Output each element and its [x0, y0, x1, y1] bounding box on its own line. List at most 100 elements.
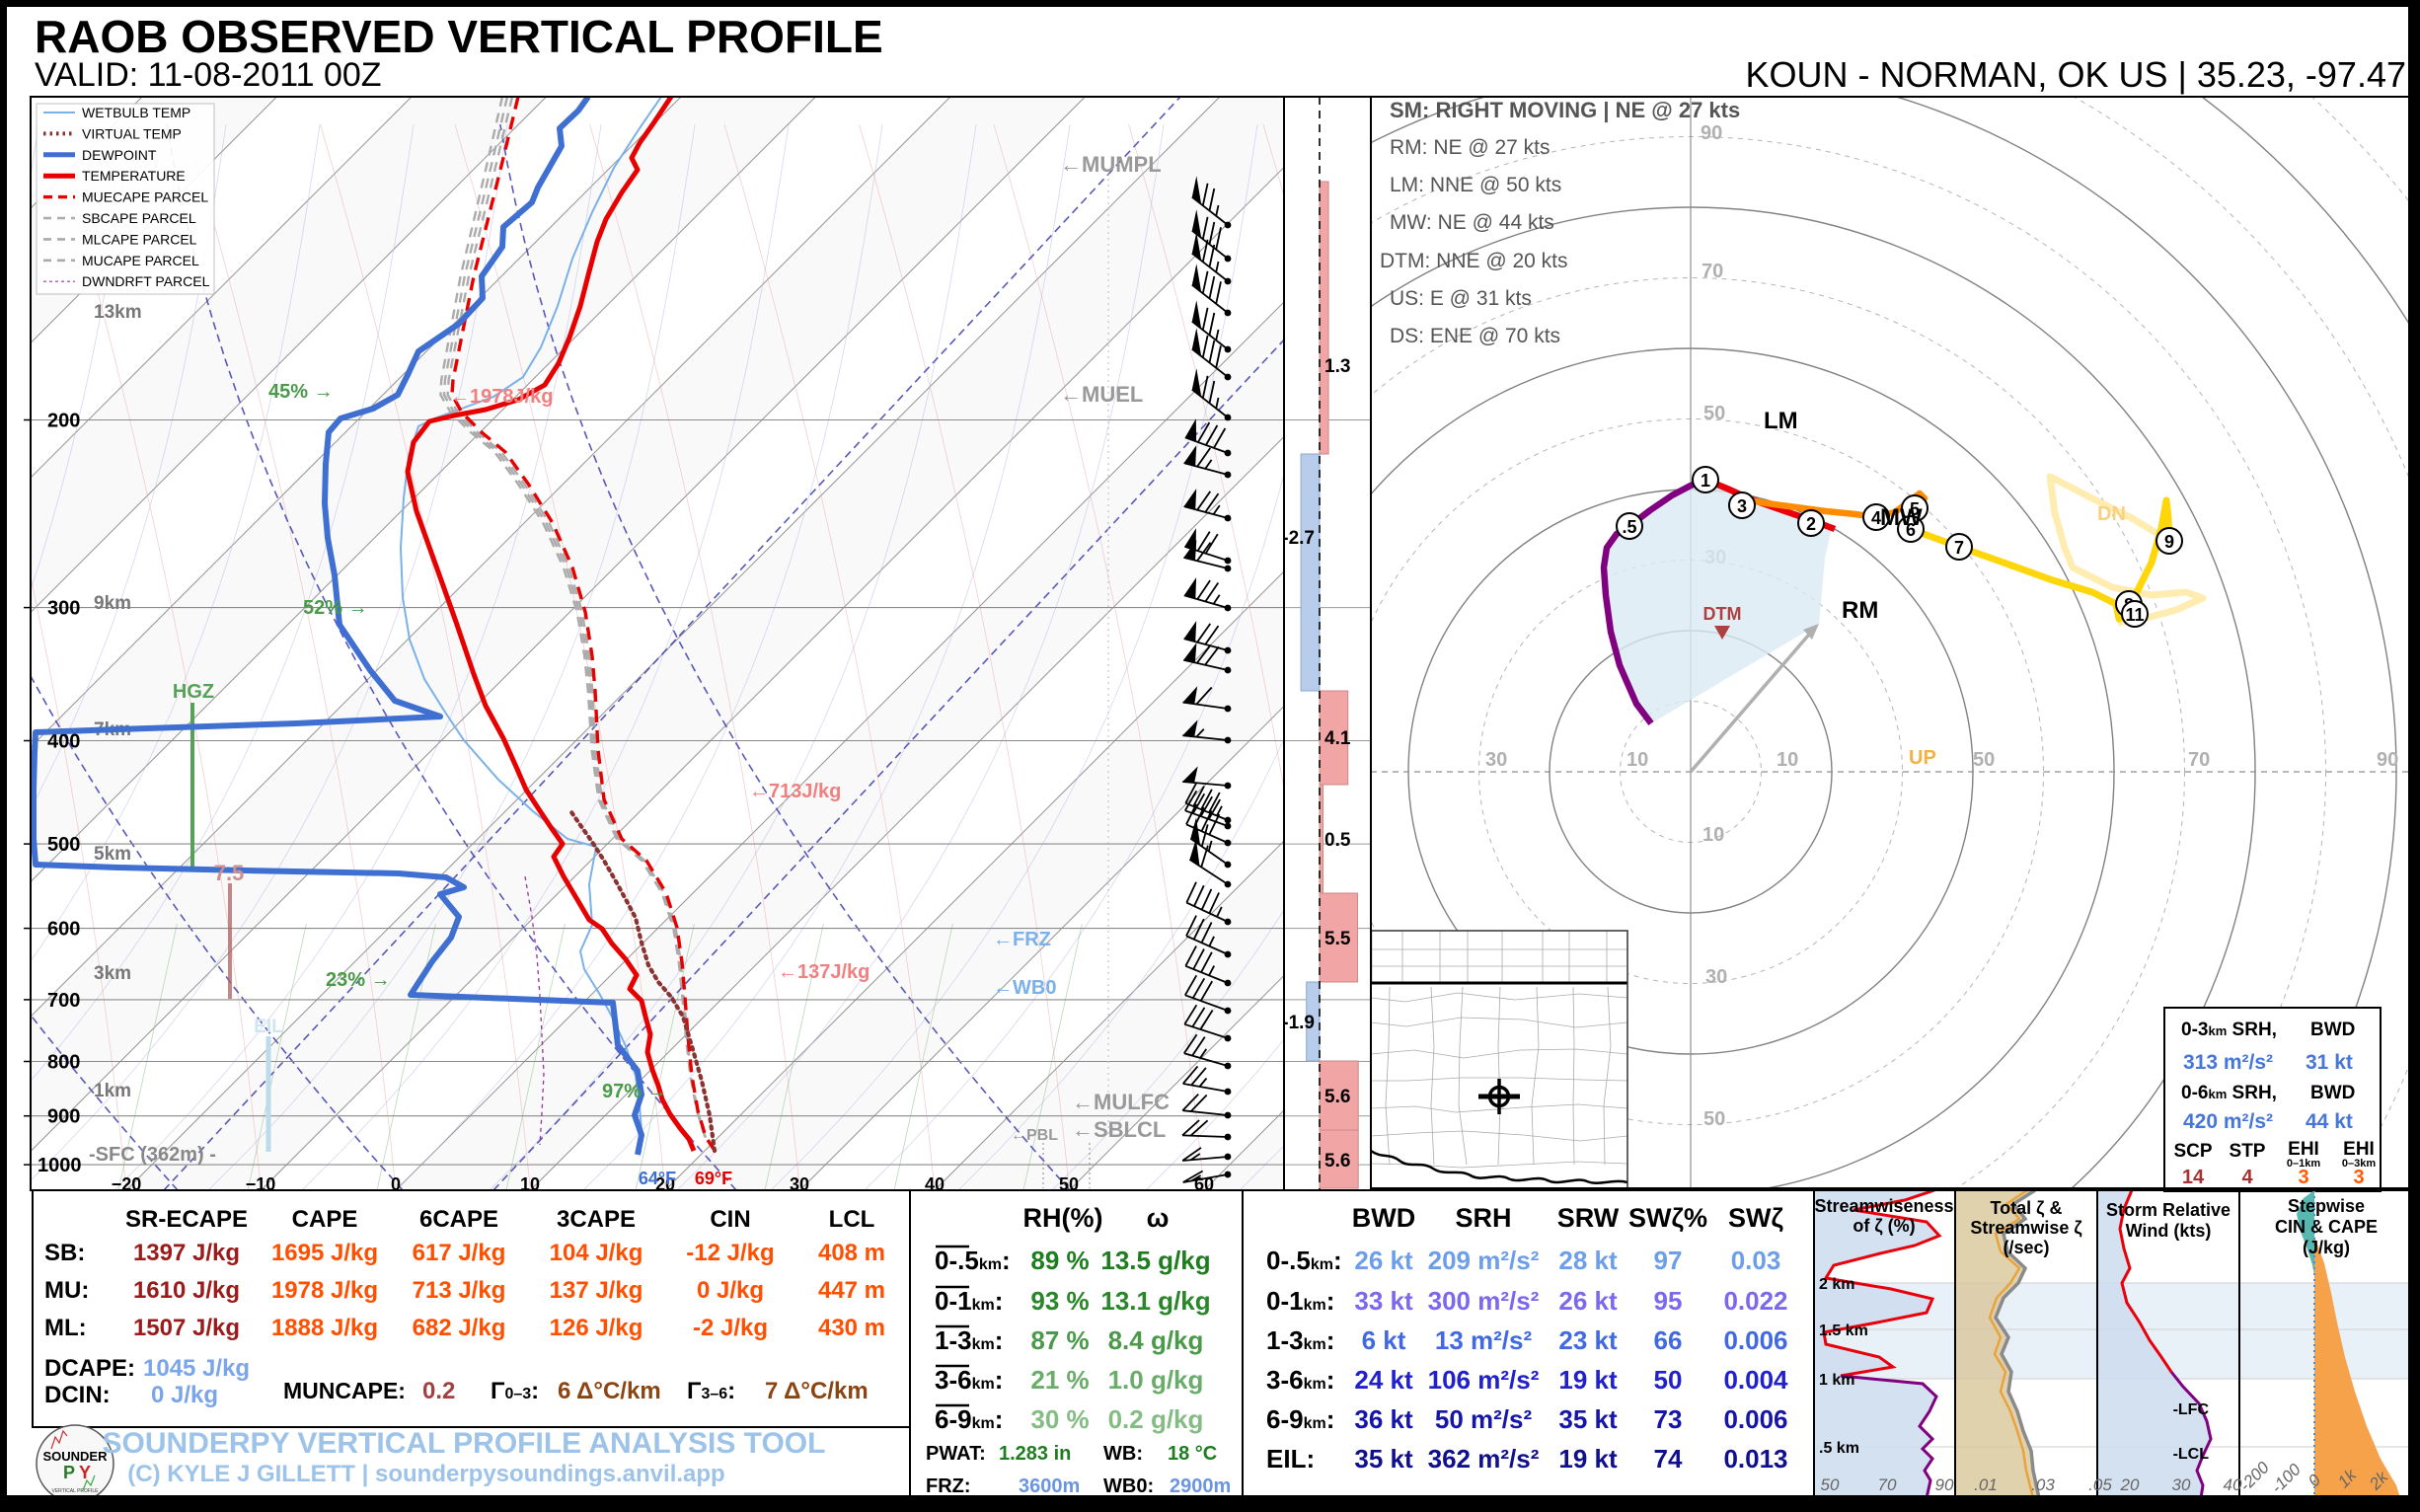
svg-text:70: 70 [1702, 261, 1723, 282]
svg-text:←137J/kg: ←137J/kg [778, 961, 870, 983]
svg-text:2900m: 2900m [1170, 1475, 1231, 1497]
svg-text:.03: .03 [2031, 1475, 2055, 1494]
svg-text:104 J/kg: 104 J/kg [550, 1240, 643, 1266]
svg-text:BWD: BWD [2310, 1020, 2355, 1040]
svg-text:10: 10 [1702, 824, 1724, 846]
svg-text:44 kt: 44 kt [2306, 1110, 2353, 1133]
svg-text:9km: 9km [94, 593, 131, 614]
svg-text:66: 66 [1654, 1325, 1683, 1355]
svg-text:0.2 g/kg: 0.2 g/kg [1108, 1404, 1204, 1434]
svg-text:CIN & CAPE: CIN & CAPE [2275, 1217, 2378, 1237]
svg-text:SOUNDER: SOUNDER [42, 1449, 108, 1464]
svg-text:CIN: CIN [710, 1206, 750, 1233]
svg-text:5.6: 5.6 [1324, 1151, 1350, 1172]
svg-text:5.5: 5.5 [1324, 929, 1351, 949]
svg-text:2: 2 [1806, 514, 1816, 534]
svg-text:←FRZ: ←FRZ [993, 929, 1051, 950]
svg-text:STP: STP [2230, 1141, 2266, 1162]
svg-text:(/sec): (/sec) [2003, 1238, 2049, 1257]
svg-text:1978 J/kg: 1978 J/kg [271, 1277, 378, 1304]
svg-text:LM: LM [1764, 408, 1798, 434]
svg-text:LCL: LCL [829, 1206, 875, 1233]
svg-text:6 kt: 6 kt [1362, 1325, 1406, 1355]
svg-text:28 kt: 28 kt [1558, 1246, 1618, 1275]
svg-text:4: 4 [1871, 508, 1881, 528]
svg-text:VIRTUAL TEMP: VIRTUAL TEMP [82, 125, 182, 141]
svg-text:45% →: 45% → [268, 381, 334, 403]
svg-text:0 J/kg: 0 J/kg [697, 1277, 764, 1304]
svg-text:106 m²/s²: 106 m²/s² [1428, 1365, 1540, 1395]
svg-text:RH(%): RH(%) [1023, 1203, 1103, 1233]
svg-text:TEMPERATURE: TEMPERATURE [82, 168, 186, 184]
svg-text:←1978J/kg: ←1978J/kg [450, 386, 554, 408]
svg-text:300: 300 [47, 598, 80, 620]
svg-text:97: 97 [1654, 1246, 1683, 1275]
svg-text:13 m²/s²: 13 m²/s² [1435, 1325, 1533, 1355]
svg-text:400: 400 [47, 731, 80, 753]
svg-text:DTM: DTM [1703, 604, 1742, 624]
svg-text:SRH: SRH [1455, 1203, 1511, 1233]
svg-text:200: 200 [47, 411, 80, 432]
svg-text:-1.9: -1.9 [1282, 1013, 1315, 1033]
svg-text:Storm Relative: Storm Relative [2106, 1200, 2231, 1220]
svg-text:3: 3 [2298, 1167, 2308, 1188]
svg-text:3km: 3km [94, 963, 131, 984]
svg-text:US: E @ 31 kts: US: E @ 31 kts [1390, 287, 1532, 310]
svg-text:52% →: 52% → [303, 597, 368, 619]
svg-text:6CAPE: 6CAPE [419, 1206, 498, 1233]
svg-text:ML:: ML: [44, 1315, 87, 1341]
svg-text:1.0 g/kg: 1.0 g/kg [1108, 1365, 1204, 1395]
svg-text:RAOB OBSERVED VERTICAL PROFILE: RAOB OBSERVED VERTICAL PROFILE [35, 11, 883, 62]
svg-text:10: 10 [1626, 749, 1648, 771]
svg-text:-2 J/kg: -2 J/kg [693, 1315, 768, 1341]
svg-text:SM: RIGHT MOVING | NE @ 27 kts: SM: RIGHT MOVING | NE @ 27 kts [1390, 98, 1740, 122]
svg-text:RM: RM [1842, 597, 1878, 624]
svg-text:1.3: 1.3 [1324, 356, 1350, 377]
svg-text:←SBLCL: ←SBLCL [1072, 1117, 1166, 1142]
svg-text:19 kt: 19 kt [1558, 1365, 1618, 1395]
svg-text:800: 800 [47, 1052, 80, 1074]
svg-text:430 m: 430 m [818, 1315, 885, 1341]
svg-text:0: 0 [391, 1174, 401, 1194]
svg-text:MUECAPE PARCEL: MUECAPE PARCEL [82, 189, 208, 205]
svg-text:Streamwiseness: Streamwiseness [1814, 1196, 1953, 1216]
svg-text:90: 90 [1701, 122, 1722, 144]
svg-text:8.4 g/kg: 8.4 g/kg [1108, 1325, 1204, 1355]
svg-text:Stepwise: Stepwise [2288, 1196, 2365, 1216]
svg-text:97% →: 97% → [602, 1081, 667, 1102]
svg-text:9: 9 [2164, 532, 2174, 552]
svg-text:93 %: 93 % [1030, 1286, 1089, 1316]
svg-text:RM: NE @ 27 kts: RM: NE @ 27 kts [1390, 136, 1550, 159]
svg-text:617 J/kg: 617 J/kg [413, 1240, 506, 1266]
svg-text:7.5: 7.5 [214, 861, 245, 885]
svg-text:209 m²/s²: 209 m²/s² [1428, 1246, 1540, 1275]
svg-text:MW: NE @ 44 kts: MW: NE @ 44 kts [1390, 211, 1554, 234]
svg-text:0.013: 0.013 [1723, 1444, 1787, 1474]
svg-text:0.006: 0.006 [1723, 1325, 1787, 1355]
svg-text:MU:: MU: [44, 1277, 89, 1304]
svg-text:5km: 5km [94, 844, 131, 865]
svg-text:89 %: 89 % [1030, 1246, 1089, 1275]
svg-text:←MUMPL: ←MUMPL [1060, 152, 1162, 177]
svg-text:21 %: 21 % [1030, 1365, 1089, 1395]
svg-text:31 kt: 31 kt [2306, 1051, 2353, 1074]
svg-text:50: 50 [1703, 403, 1725, 424]
svg-text:1.283 in: 1.283 in [999, 1443, 1071, 1465]
svg-text:-2.7: -2.7 [1282, 528, 1315, 549]
svg-text:23% →: 23% → [326, 969, 391, 991]
svg-text:EHI: EHI [2288, 1139, 2319, 1160]
svg-text:30: 30 [1705, 966, 1727, 988]
svg-text:6 Δ°C/km: 6 Δ°C/km [558, 1378, 661, 1404]
svg-text:WB:: WB: [1103, 1443, 1143, 1465]
svg-text:1507 J/kg: 1507 J/kg [133, 1315, 240, 1341]
svg-text:DEWPOINT: DEWPOINT [82, 147, 157, 163]
svg-text:126 J/kg: 126 J/kg [550, 1315, 643, 1341]
svg-text:30 %: 30 % [1030, 1404, 1089, 1434]
svg-text:1045 J/kg: 1045 J/kg [143, 1355, 250, 1382]
svg-text:CAPE: CAPE [292, 1206, 358, 1233]
svg-text:←MULFC: ←MULFC [1072, 1090, 1170, 1114]
svg-text:VERTICAL PROFILE: VERTICAL PROFILE [52, 1488, 100, 1494]
svg-text:33 kt: 33 kt [1354, 1286, 1413, 1316]
svg-text:14: 14 [2182, 1167, 2205, 1188]
svg-text:74: 74 [1654, 1444, 1683, 1474]
